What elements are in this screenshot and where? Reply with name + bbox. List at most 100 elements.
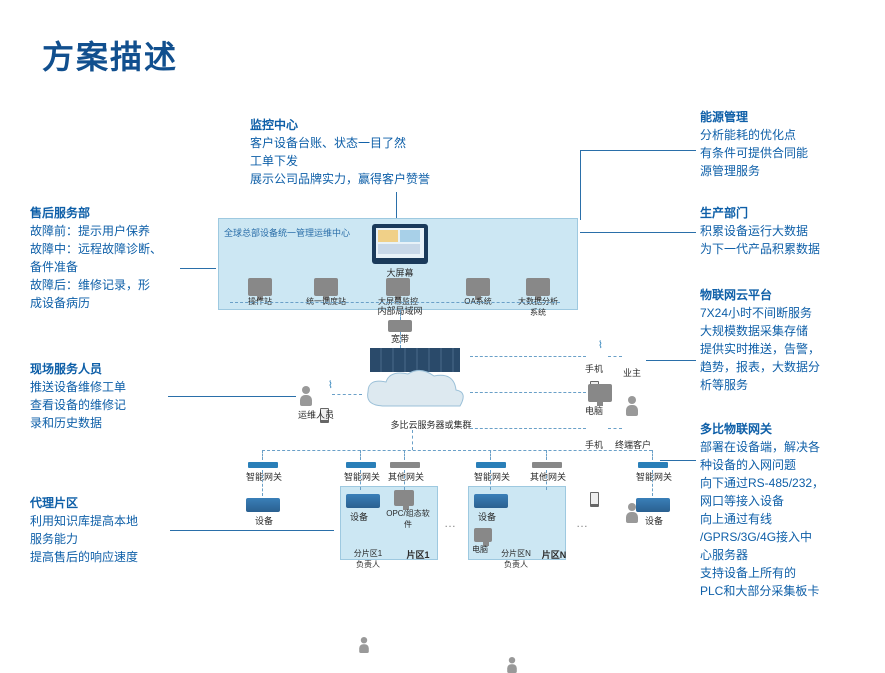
annot-bd: 分析能耗的优化点 有条件可提供合同能 源管理服务 bbox=[700, 126, 860, 180]
zone-label: 片区1 bbox=[398, 548, 438, 561]
device-label: 设备 bbox=[334, 510, 384, 523]
line-right-group1 bbox=[608, 356, 622, 357]
device-icon bbox=[246, 498, 280, 512]
big-screen-inner bbox=[376, 228, 424, 258]
annot-production: 生产部门 积累设备运行大数据 为下一代产品积累数据 bbox=[700, 204, 870, 258]
annot-hd: 多比物联网关 bbox=[700, 420, 870, 438]
line-cloud-right2 bbox=[470, 392, 586, 393]
line-router-servers bbox=[400, 332, 401, 348]
device-label: 设备 bbox=[234, 514, 294, 527]
annot-monitor: 监控中心 客户设备台账、状态一目了然 工单下发 展示公司品牌实力，赢得客户赞誉 bbox=[250, 116, 510, 188]
leader-iot bbox=[646, 360, 696, 361]
leader-fieldstaff bbox=[168, 396, 296, 397]
line-dev-r bbox=[652, 470, 653, 496]
opc-label: OPC/组态软 件 bbox=[380, 508, 436, 530]
gw-label: 智能网关 bbox=[624, 470, 684, 483]
annot-bd: 部署在设备端，解决各 种设备的入网问题 向下通过RS-485/232， 网口等接… bbox=[700, 438, 870, 600]
annot-aftersales: 售后服务部 故障前：提示用户保养 故障中：远程故障诊断、 备件准备 故障后：维修… bbox=[30, 204, 190, 312]
line-zone2a bbox=[490, 470, 491, 490]
line-cloud-down bbox=[412, 430, 413, 450]
line-b2 bbox=[360, 450, 361, 460]
annot-energy: 能源管理 分析能耗的优化点 有条件可提供合同能 源管理服务 bbox=[700, 108, 860, 180]
owner-label: 业主 bbox=[612, 366, 652, 379]
ellipsis: … bbox=[576, 516, 588, 530]
line-cloud-right3 bbox=[470, 428, 586, 429]
annot-hd: 监控中心 bbox=[250, 116, 510, 134]
annot-bd: 积累设备运行大数据 为下一代产品积累数据 bbox=[700, 222, 870, 258]
station-icon bbox=[386, 278, 410, 296]
ops-person-icon bbox=[298, 386, 314, 406]
device-label: 设备 bbox=[624, 514, 684, 527]
line-zone1a bbox=[360, 470, 361, 490]
device-icon bbox=[474, 494, 508, 508]
gw-other-label: 其他网关 bbox=[518, 470, 578, 483]
leader-agent bbox=[170, 530, 334, 531]
annot-hd: 能源管理 bbox=[700, 108, 860, 126]
cust-phone-icon bbox=[590, 492, 599, 507]
lan-line bbox=[230, 302, 560, 303]
wifi-icon: ⌇ bbox=[598, 340, 603, 351]
annot-bd: 客户设备台账、状态一目了然 工单下发 展示公司品牌实力，赢得客户赞誉 bbox=[250, 134, 510, 188]
gw-label: 智能网关 bbox=[462, 470, 522, 483]
line-ops-cloud bbox=[332, 394, 362, 395]
leader-energy-v bbox=[580, 150, 581, 220]
device-icon bbox=[346, 494, 380, 508]
leader-aftersales bbox=[180, 268, 216, 269]
station-icon bbox=[248, 278, 272, 296]
owner-person-icon bbox=[624, 396, 640, 416]
opc-icon bbox=[394, 490, 414, 506]
line-box-router bbox=[400, 310, 401, 320]
annot-bd: 故障前：提示用户保养 故障中：远程故障诊断、 备件准备 故障后：维修记录，形 成… bbox=[30, 222, 190, 312]
mgr-label: 分片区1 负责人 bbox=[346, 548, 390, 570]
zone-label: 片区N bbox=[534, 548, 574, 561]
leader-gateway bbox=[660, 460, 696, 461]
annot-agent: 代理片区 利用知识库提高本地 服务能力 提高售后的响应速度 bbox=[30, 494, 180, 566]
leader-monitor bbox=[396, 192, 397, 218]
mgr-icon bbox=[358, 637, 371, 653]
annot-bd: 7X24小时不间断服务 大规模数据采集存储 提供实时推送，告警， 趋势，报表，大… bbox=[700, 304, 870, 394]
station-label: 大数据分析 系统 bbox=[508, 296, 568, 318]
gw-icon bbox=[638, 462, 668, 468]
station-icon bbox=[314, 278, 338, 296]
line-b1 bbox=[262, 450, 263, 460]
pc-icon bbox=[474, 528, 492, 542]
pc-icon bbox=[588, 384, 612, 402]
cloud-label: 多比云服务器或集群 bbox=[386, 418, 476, 431]
gw-icon bbox=[476, 462, 506, 468]
annot-gateway: 多比物联网关 部署在设备端，解决各 种设备的入网问题 向下通过RS-485/23… bbox=[700, 420, 870, 600]
line-b5 bbox=[546, 450, 547, 460]
annot-bd: 利用知识库提高本地 服务能力 提高售后的响应速度 bbox=[30, 512, 180, 566]
line-cloud-right1 bbox=[470, 356, 586, 357]
line-b6 bbox=[652, 450, 653, 460]
ellipsis: … bbox=[444, 516, 456, 530]
router-icon bbox=[388, 320, 412, 332]
line-zone1b bbox=[404, 470, 405, 490]
mgr-icon bbox=[506, 657, 519, 673]
gw-icon bbox=[532, 462, 562, 468]
line-branch bbox=[262, 450, 652, 451]
line-dev-l bbox=[262, 470, 263, 496]
page-title: 方案描述 bbox=[42, 32, 178, 78]
line-b4 bbox=[490, 450, 491, 460]
leader-production bbox=[580, 232, 696, 233]
leader-energy bbox=[580, 150, 696, 151]
annot-hd: 生产部门 bbox=[700, 204, 870, 222]
station-icon bbox=[526, 278, 550, 296]
ops-person-label: 运维人员 bbox=[286, 408, 346, 421]
annot-fieldstaff: 现场服务人员 推送设备维修工单 查看设备的维修记 录和历史数据 bbox=[30, 360, 170, 432]
line-right-group2 bbox=[608, 428, 622, 429]
gw-other-label: 其他网关 bbox=[376, 470, 436, 483]
annot-iotcloud: 物联网云平台 7X24小时不间断服务 大规模数据采集存储 提供实时推送，告警， … bbox=[700, 286, 870, 394]
annot-hd: 售后服务部 bbox=[30, 204, 190, 222]
line-b3 bbox=[404, 450, 405, 460]
station-icon bbox=[466, 278, 490, 296]
pc-label: 电脑 bbox=[574, 404, 614, 417]
mgr-label: 分片区N 负责人 bbox=[494, 548, 538, 570]
gw-icon bbox=[390, 462, 420, 468]
owner-phone-label: 手机 bbox=[574, 362, 614, 375]
cloud-icon bbox=[360, 368, 470, 416]
annot-hd: 物联网云平台 bbox=[700, 286, 870, 304]
device-icon bbox=[636, 498, 670, 512]
device-label: 设备 bbox=[462, 510, 512, 523]
annot-hd: 现场服务人员 bbox=[30, 360, 170, 378]
